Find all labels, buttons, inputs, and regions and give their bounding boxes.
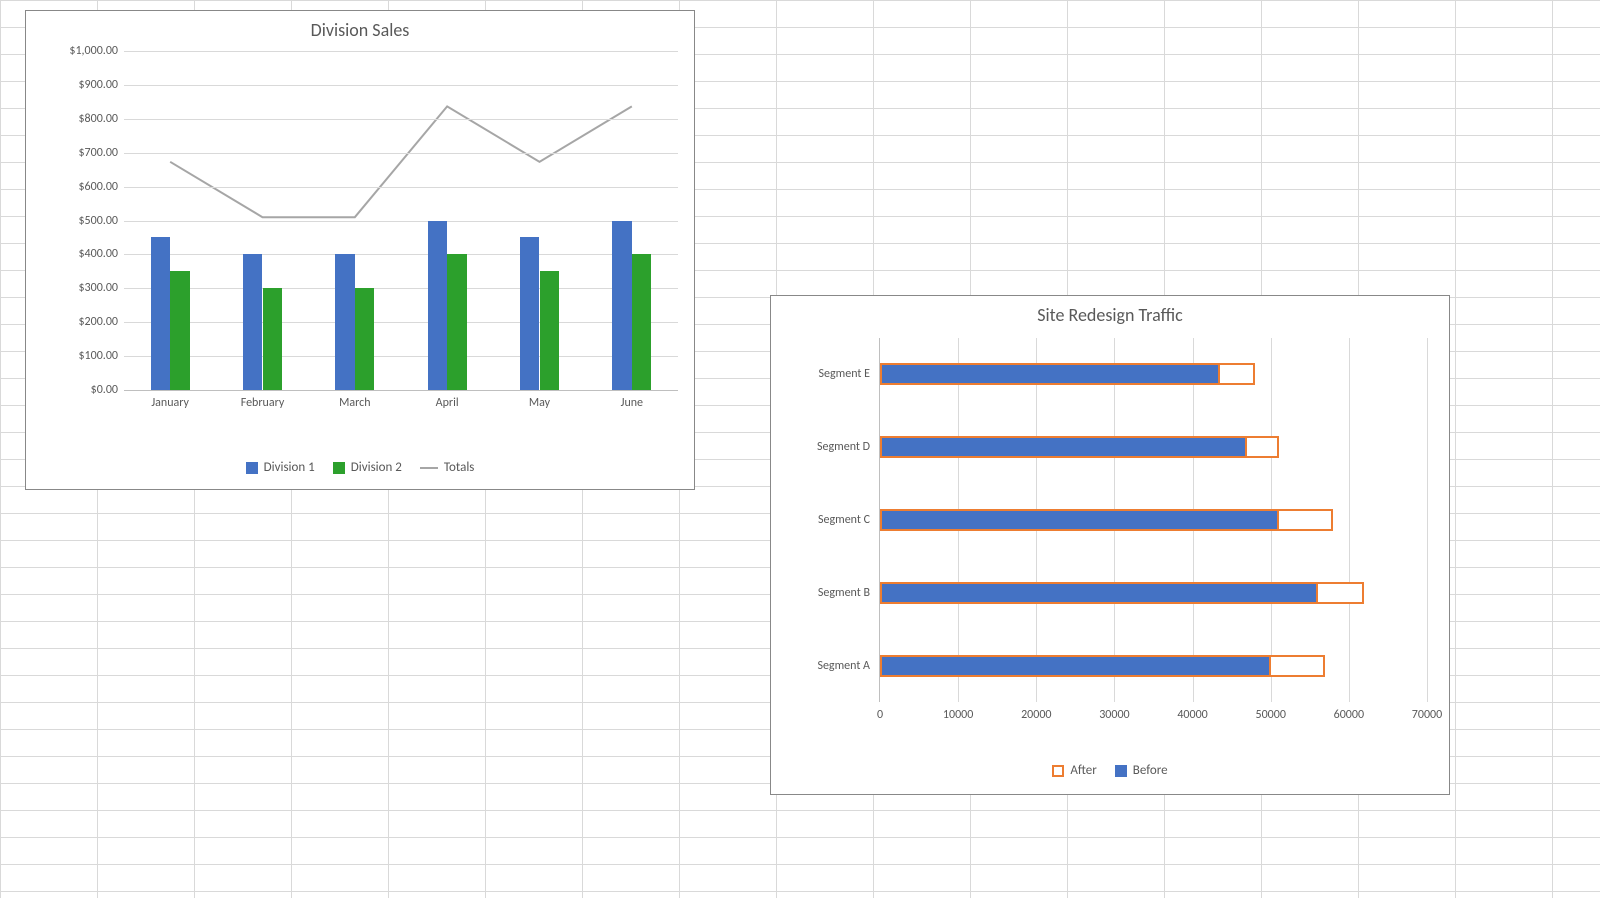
chart1-gridline	[124, 288, 678, 289]
chart1-legend-item: Division 1	[246, 460, 315, 475]
chart1-bar-division1	[335, 254, 354, 390]
chart2-y-category: Segment E	[819, 367, 880, 381]
chart1-gridline	[124, 254, 678, 255]
chart1-x-category: February	[241, 390, 285, 410]
chart1-y-tick-label: $400.00	[78, 247, 124, 261]
chart1-x-category: April	[436, 390, 459, 410]
chart2-x-tick-label: 50000	[1255, 702, 1285, 722]
chart1-x-category: June	[621, 390, 643, 410]
legend-label: Totals	[444, 460, 475, 475]
chart1-bar-division1	[520, 237, 539, 390]
chart1-gridline	[124, 51, 678, 52]
chart1-gridline	[124, 85, 678, 86]
chart1-bar-division2	[447, 254, 466, 390]
chart1-bar-division1	[151, 237, 170, 390]
chart2-x-tick-label: 70000	[1412, 702, 1442, 722]
chart-site-redesign-traffic[interactable]: Site Redesign Traffic 010000200003000040…	[770, 295, 1450, 795]
chart1-gridline	[124, 221, 678, 222]
chart1-legend-item: Division 2	[333, 460, 402, 475]
chart2-y-category: Segment A	[817, 659, 880, 673]
chart1-legend-item: Totals	[420, 460, 475, 475]
legend-label: Division 1	[264, 460, 315, 475]
chart1-y-tick-label: $500.00	[78, 214, 124, 228]
legend-swatch	[420, 467, 438, 469]
legend-swatch	[246, 462, 258, 474]
chart1-y-tick-label: $1,000.00	[69, 44, 124, 58]
chart1-y-tick-label: $900.00	[78, 78, 124, 92]
chart1-y-tick-label: $700.00	[78, 146, 124, 160]
chart1-gridline	[124, 153, 678, 154]
chart2-legend-item: After	[1052, 763, 1096, 778]
chart1-gridline	[124, 356, 678, 357]
chart1-x-category: January	[151, 390, 189, 410]
chart1-plot-area: $0.00$100.00$200.00$300.00$400.00$500.00…	[124, 51, 678, 391]
legend-swatch	[333, 462, 345, 474]
chart2-bar-before	[880, 582, 1318, 604]
chart1-y-tick-label: $100.00	[78, 349, 124, 363]
legend-label: Division 2	[351, 460, 402, 475]
chart1-gridline	[124, 119, 678, 120]
chart1-x-category: March	[339, 390, 370, 410]
chart2-title: Site Redesign Traffic	[771, 296, 1449, 330]
chart2-bar-before	[880, 509, 1279, 531]
chart2-bar-before	[880, 363, 1220, 385]
chart2-bar-before	[880, 436, 1247, 458]
chart2-y-category: Segment D	[817, 440, 880, 454]
chart1-title: Division Sales	[26, 11, 694, 45]
legend-swatch	[1115, 765, 1127, 777]
legend-label: Before	[1133, 763, 1168, 778]
chart1-line-totals	[170, 106, 632, 217]
chart2-legend: After Before	[771, 757, 1449, 786]
chart2-plot-wrap: 010000200003000040000500006000070000Segm…	[789, 338, 1427, 730]
chart2-x-tick-label: 40000	[1177, 702, 1207, 722]
legend-label: After	[1070, 763, 1096, 778]
chart1-gridline	[124, 322, 678, 323]
chart2-y-category: Segment C	[818, 513, 880, 527]
chart2-gridline	[1349, 338, 1350, 702]
chart2-x-tick-label: 60000	[1334, 702, 1364, 722]
chart1-gridline	[124, 187, 678, 188]
chart2-gridline	[1427, 338, 1428, 702]
chart1-bar-division2	[632, 254, 651, 390]
chart2-x-tick-label: 30000	[1099, 702, 1129, 722]
chart1-y-tick-label: $800.00	[78, 112, 124, 126]
chart1-y-tick-label: $200.00	[78, 315, 124, 329]
chart1-bar-division1	[428, 221, 447, 391]
chart1-bar-division2	[170, 271, 189, 390]
chart2-legend-item: Before	[1115, 763, 1168, 778]
chart2-plot-area: 010000200003000040000500006000070000Segm…	[879, 338, 1427, 702]
chart1-legend: Division 1 Division 2 Totals	[26, 454, 694, 483]
chart1-y-tick-label: $600.00	[78, 180, 124, 194]
chart1-line-svg	[124, 51, 678, 605]
chart1-bar-division1	[243, 254, 262, 390]
chart1-bar-division1	[612, 221, 631, 391]
chart1-x-category: May	[529, 390, 550, 410]
chart2-bar-before	[880, 655, 1271, 677]
chart1-y-tick-label: $300.00	[78, 281, 124, 295]
chart2-x-tick-label: 0	[877, 702, 883, 722]
chart1-bar-division2	[263, 288, 282, 390]
chart2-x-tick-label: 20000	[1021, 702, 1051, 722]
chart-division-sales[interactable]: Division Sales $0.00 $100.00 $200.00 $300.0…	[25, 10, 695, 490]
chart2-x-tick-label: 10000	[943, 702, 973, 722]
chart1-bar-division2	[540, 271, 559, 390]
legend-swatch	[1052, 765, 1064, 777]
chart1-y-tick-label: $0.00	[91, 383, 124, 397]
chart1-plot-wrap: $0.00 $100.00 $200.00 $300.00 $400.00 $500.00…	[54, 51, 678, 417]
chart1-bar-division2	[355, 288, 374, 390]
chart2-y-category: Segment B	[818, 586, 880, 600]
